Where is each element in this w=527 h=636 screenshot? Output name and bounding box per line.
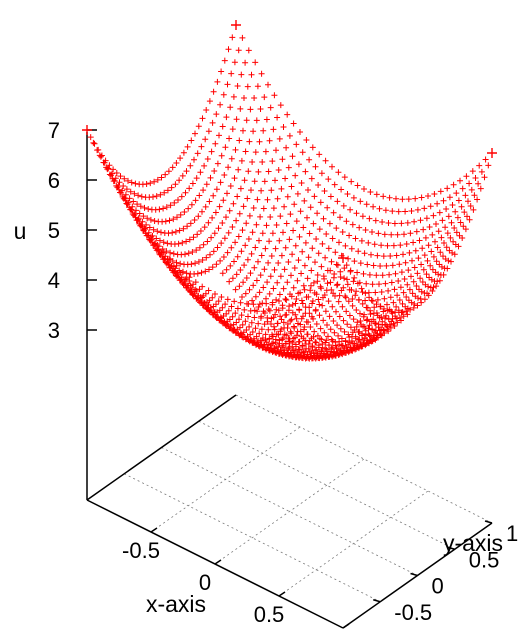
y-tick-mark: [373, 599, 381, 603]
surface-point: [284, 336, 295, 347]
back-axis-line: [86, 394, 237, 501]
y-tick-label: -0.5: [394, 600, 432, 625]
grid-line-x: [278, 490, 429, 597]
x-tick-mark: [278, 591, 286, 597]
z-tick-label: 4: [48, 268, 60, 293]
surface-point: [338, 253, 348, 263]
y-tick-label: 0.5: [469, 547, 500, 572]
x-tick-mark: [150, 527, 158, 533]
grid-line-x: [214, 458, 365, 565]
x-tick-mark: [214, 559, 222, 565]
z-axis-label: u: [14, 218, 27, 244]
surface-point: [82, 125, 92, 135]
axes: [86, 129, 493, 629]
surface-marker-cloud: [84, 22, 495, 362]
y-tick-mark: [447, 546, 455, 550]
x-tick-label: 0: [199, 570, 211, 595]
x-axis-label: x-axis: [146, 591, 206, 617]
y-axis-label: y-axis: [443, 530, 503, 556]
y-tick-label: 1: [506, 521, 518, 546]
x-tick-mark: [342, 623, 350, 629]
x-tick-label: 0.5: [254, 602, 285, 627]
z-tick-label: 6: [48, 168, 60, 193]
surface-point: [231, 20, 241, 30]
surface-point: [487, 148, 497, 158]
y-tick-mark: [410, 572, 418, 577]
x-tick-label: 1: [327, 634, 339, 636]
y-tick-mark: [484, 520, 493, 524]
z-tick-label: 3: [48, 318, 60, 343]
y-tick-label: 0: [432, 574, 444, 599]
z-tick-label: 5: [48, 218, 60, 243]
z-tick-label: 7: [48, 118, 60, 143]
x-tick-label: -0.5: [122, 538, 160, 563]
surface-points: [82, 20, 497, 362]
